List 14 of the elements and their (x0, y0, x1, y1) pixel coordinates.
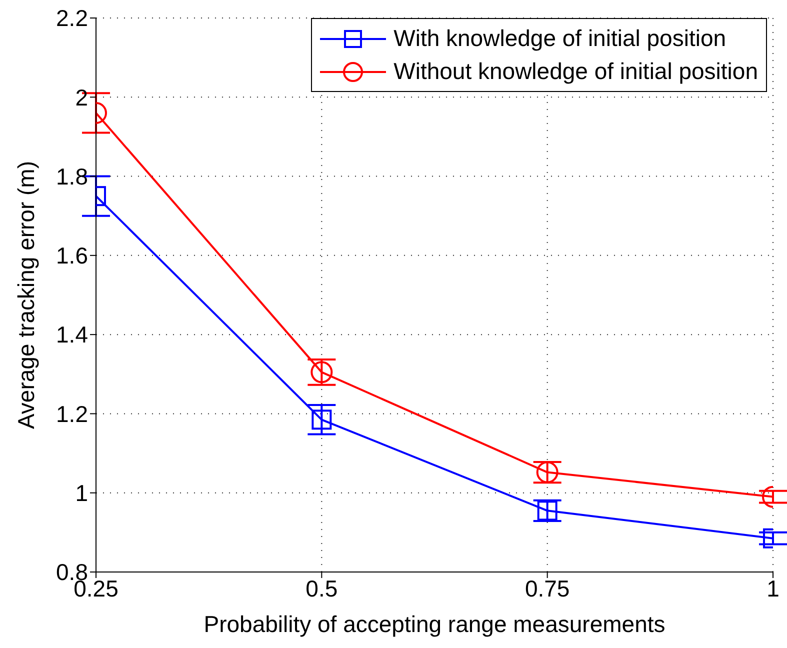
y-tick-label: 1.8 (56, 163, 88, 190)
y-tick-label: 1 (75, 480, 88, 506)
legend-label: With knowledge of initial position (394, 24, 726, 53)
x-tick-label: 0.5 (306, 575, 338, 602)
x-tick-label: 0.75 (524, 575, 570, 602)
y-tick-label: 1.4 (56, 322, 88, 348)
x-axis-title: Probability of accepting range measurements (204, 611, 666, 637)
x-tick-label: 1 (766, 575, 780, 602)
y-axis-title: Average tracking error (m) (13, 161, 39, 429)
y-tick-label: 1.2 (56, 400, 88, 427)
y-tick-label: 2.2 (56, 5, 88, 32)
y-tick-label: 2 (75, 84, 88, 110)
legend-label: Without knowledge of initial position (394, 57, 758, 86)
y-tick-label: 1.6 (56, 242, 88, 269)
